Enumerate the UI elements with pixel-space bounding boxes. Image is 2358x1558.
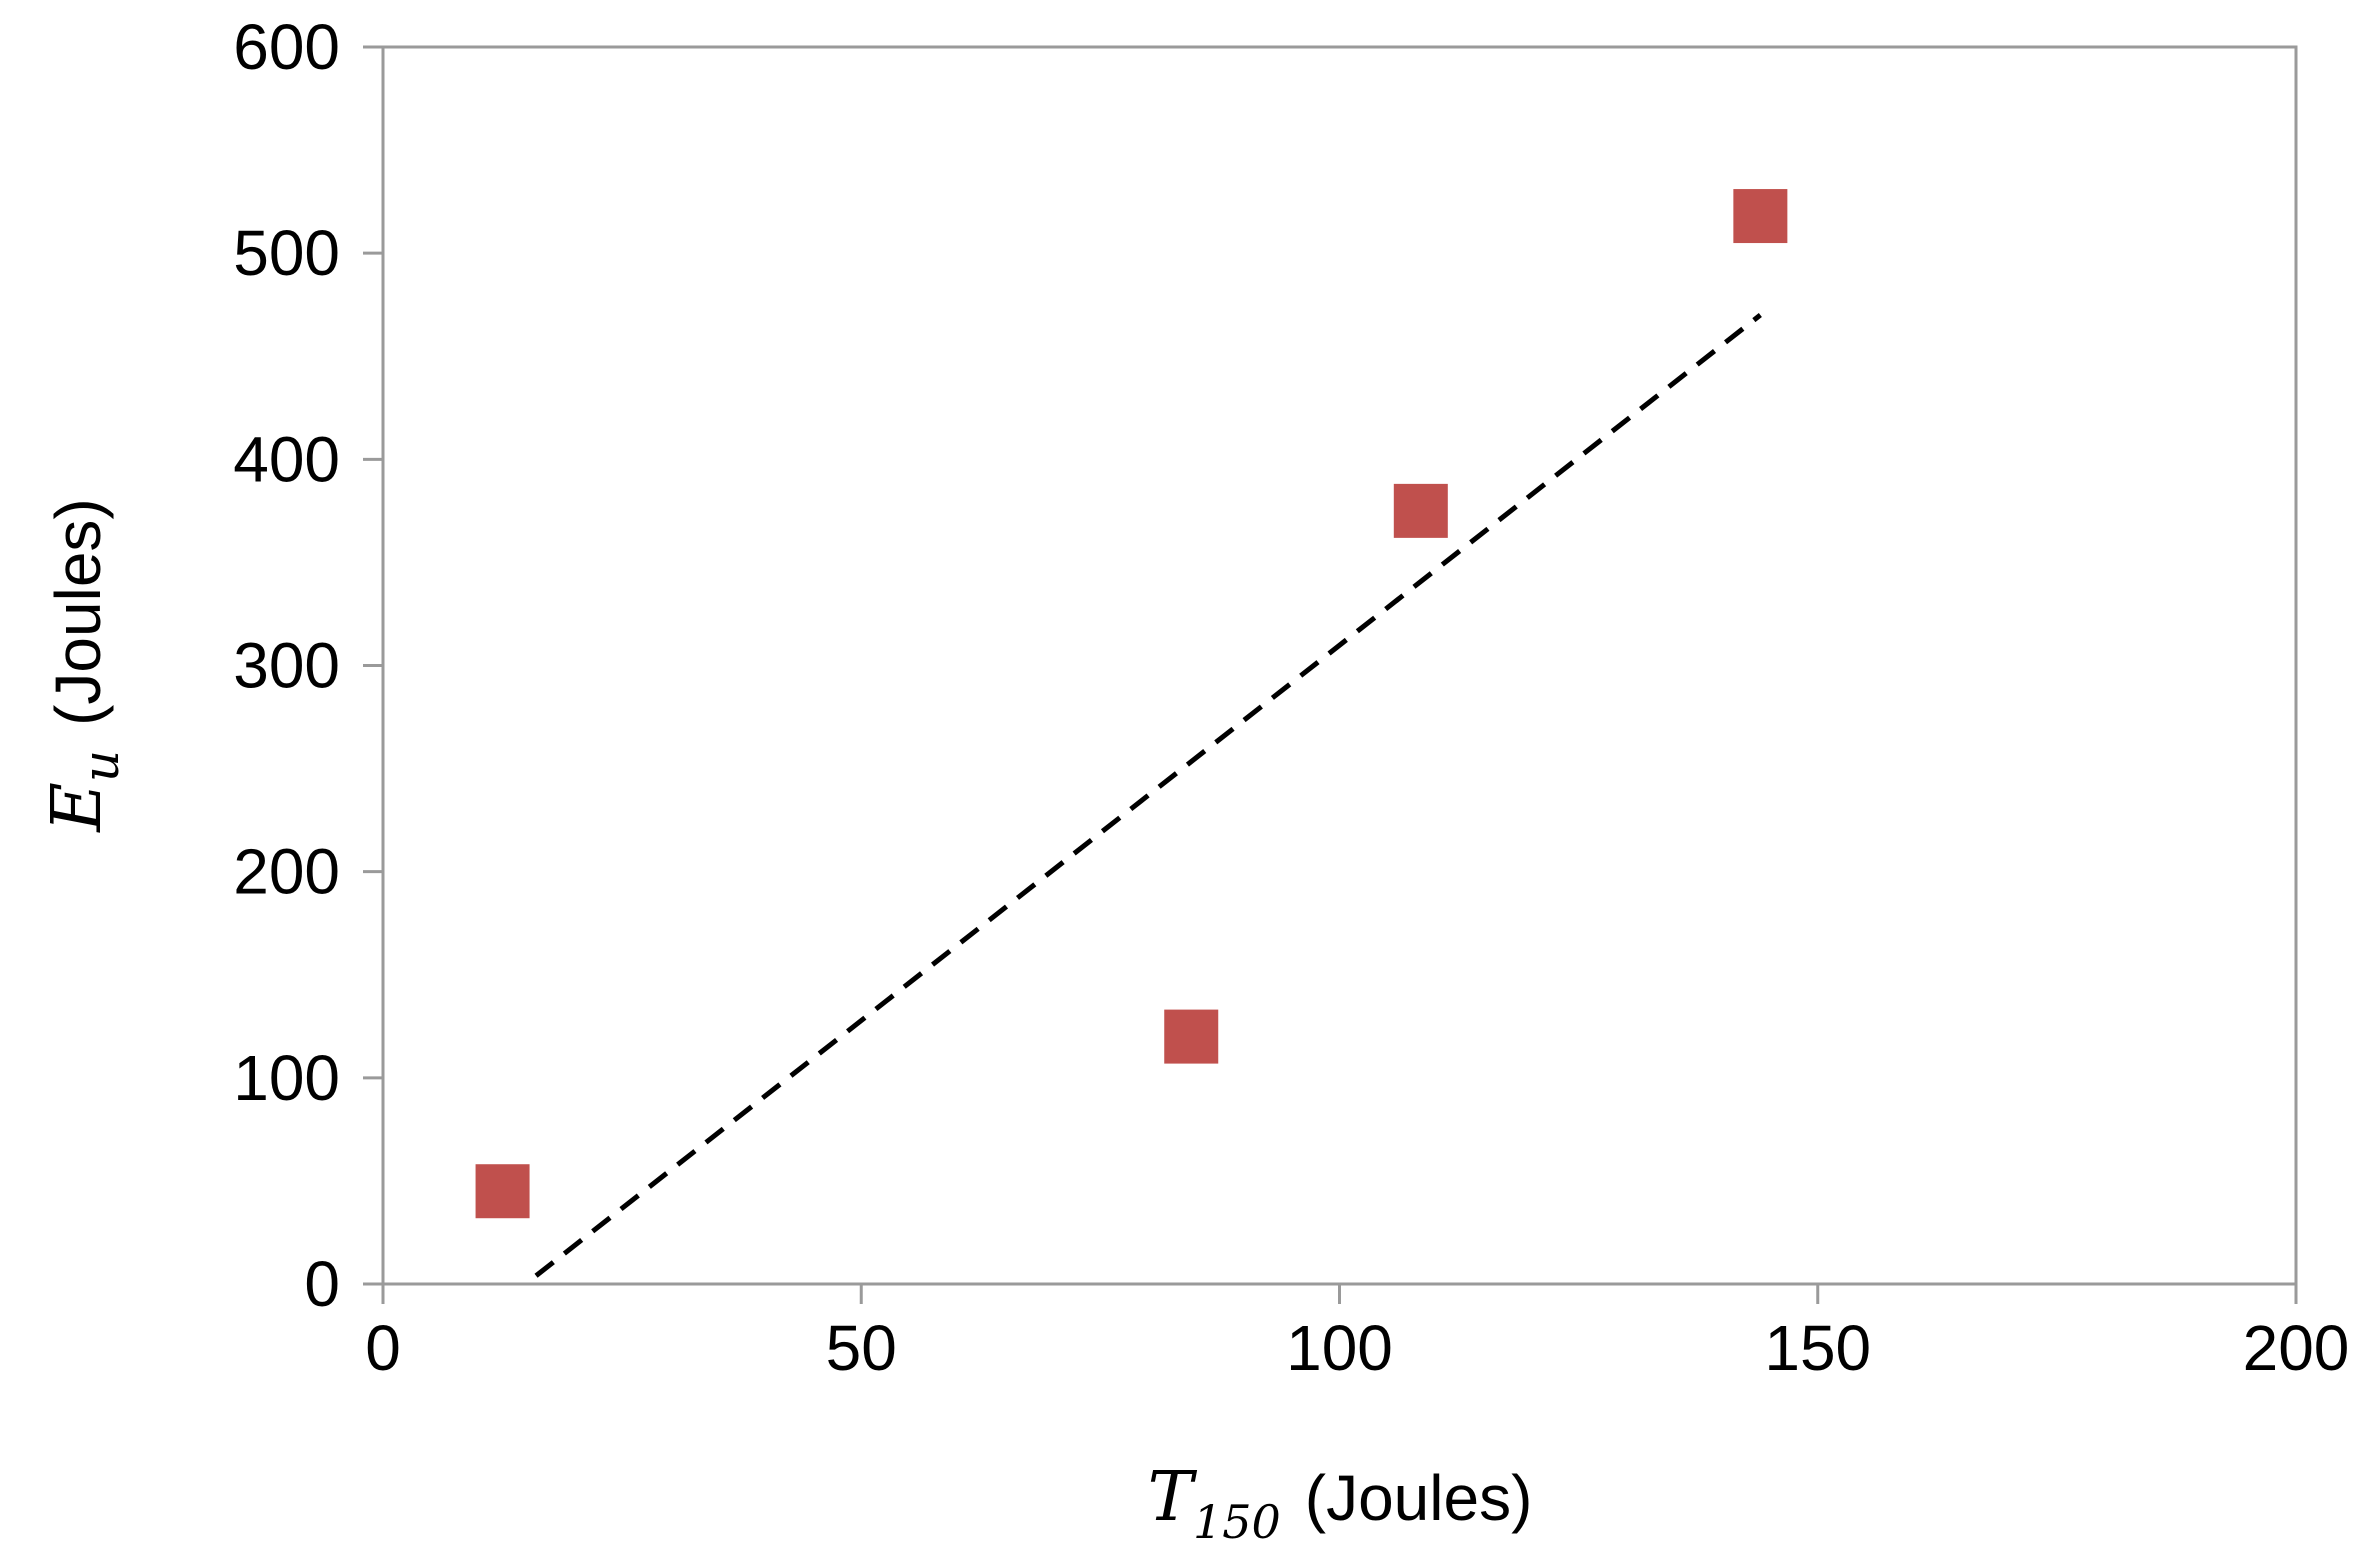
y-tick-label: 400 — [233, 423, 340, 495]
trendline — [534, 313, 1762, 1278]
x-tick-label: 200 — [2243, 1312, 2350, 1384]
y-axis-subscript: u — [72, 750, 130, 782]
y-tick-label: 100 — [233, 1042, 340, 1114]
x-tick-label: 50 — [826, 1312, 897, 1384]
x-tick-labels: 0 50 100 150 200 — [365, 1312, 2349, 1384]
tick-marks — [363, 45, 2298, 1304]
data-point-marker — [1164, 1009, 1219, 1064]
trendline-layer — [534, 313, 1762, 1278]
y-tick-label: 0 — [304, 1248, 340, 1320]
x-tick-label: 0 — [365, 1312, 401, 1384]
x-axis-unit: (Joules) — [1305, 1462, 1533, 1534]
x-tick-label: 100 — [1286, 1312, 1393, 1384]
y-tick-label: 500 — [233, 217, 340, 289]
y-tick-label: 600 — [233, 11, 340, 83]
data-points — [475, 189, 1788, 1219]
y-axis-label: Eu (Joules) — [38, 498, 130, 833]
plot-area-frame — [381, 45, 2298, 1286]
y-axis-unit: (Joules) — [42, 498, 114, 726]
data-point-marker — [475, 1164, 530, 1219]
data-point-marker — [1393, 483, 1448, 538]
y-tick-label: 200 — [233, 836, 340, 908]
x-axis-label: T150 (Joules) — [1148, 1458, 1533, 1549]
y-axis-symbol: E — [38, 782, 117, 834]
y-tick-label: 300 — [233, 630, 340, 702]
y-tick-labels: 0 100 200 300 400 500 600 — [233, 11, 340, 1320]
x-axis-symbol: T — [1148, 1458, 1198, 1537]
x-axis-subscript: 150 — [1193, 1495, 1281, 1549]
x-tick-label: 150 — [1764, 1312, 1871, 1384]
data-point-marker — [1733, 189, 1788, 244]
